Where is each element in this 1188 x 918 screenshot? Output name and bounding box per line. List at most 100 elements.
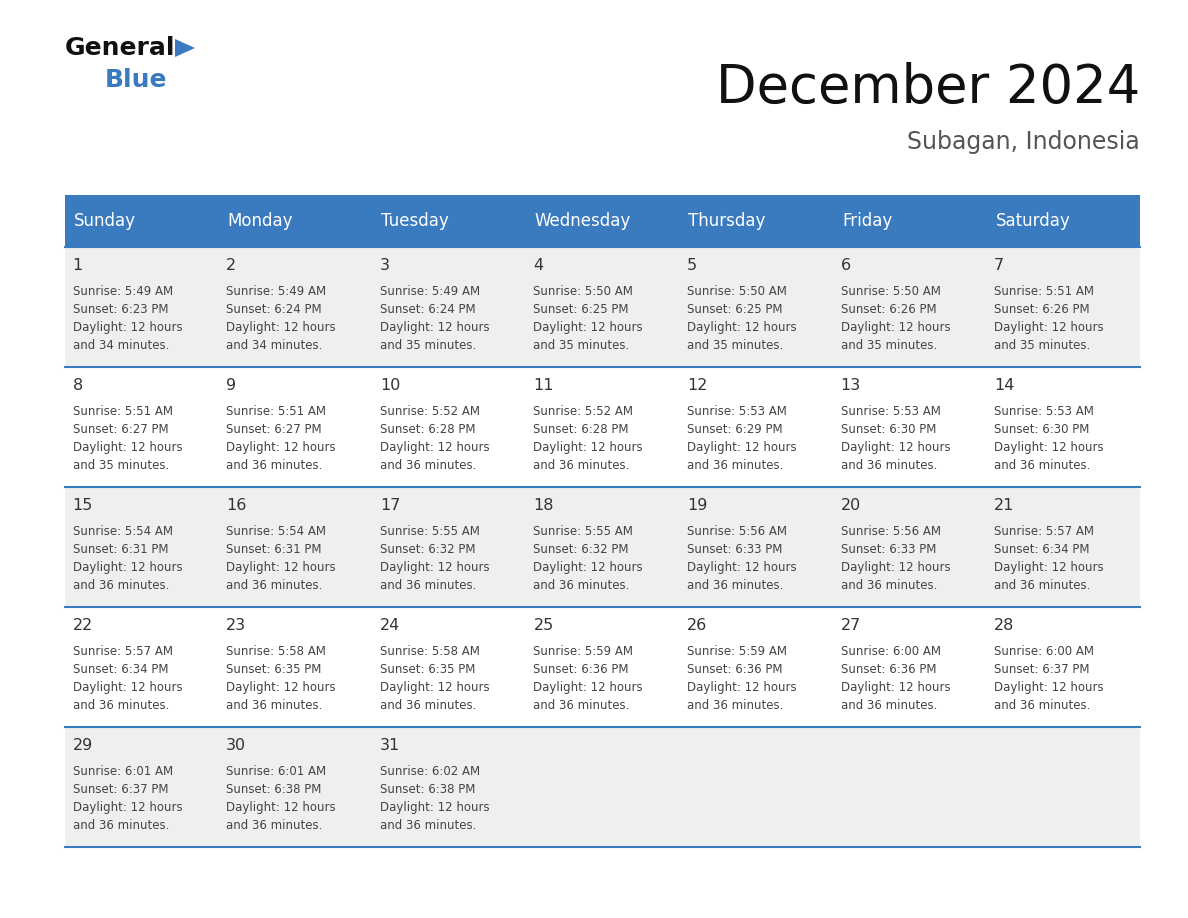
Text: and 34 minutes.: and 34 minutes. [226,339,323,352]
Text: Daylight: 12 hours: Daylight: 12 hours [72,441,182,454]
Text: 7: 7 [994,258,1004,273]
Text: and 36 minutes.: and 36 minutes. [841,699,937,712]
Text: and 34 minutes.: and 34 minutes. [72,339,169,352]
Text: 11: 11 [533,378,554,393]
Text: and 36 minutes.: and 36 minutes. [533,699,630,712]
Text: Daylight: 12 hours: Daylight: 12 hours [380,441,489,454]
Text: Daylight: 12 hours: Daylight: 12 hours [72,801,182,814]
Text: and 35 minutes.: and 35 minutes. [841,339,937,352]
Text: and 36 minutes.: and 36 minutes. [380,459,476,472]
Text: Sunrise: 5:49 AM: Sunrise: 5:49 AM [72,285,172,298]
Text: 4: 4 [533,258,544,273]
Text: Sunset: 6:26 PM: Sunset: 6:26 PM [994,303,1089,316]
Text: Sunrise: 5:49 AM: Sunrise: 5:49 AM [380,285,480,298]
Text: Sunrise: 5:51 AM: Sunrise: 5:51 AM [994,285,1094,298]
Text: Sunrise: 5:56 AM: Sunrise: 5:56 AM [841,525,941,538]
Text: Sunrise: 5:50 AM: Sunrise: 5:50 AM [841,285,941,298]
Text: 28: 28 [994,618,1015,633]
Polygon shape [175,39,195,57]
Text: Sunrise: 5:56 AM: Sunrise: 5:56 AM [687,525,786,538]
Text: and 36 minutes.: and 36 minutes. [841,579,937,592]
Text: 27: 27 [841,618,861,633]
Text: and 36 minutes.: and 36 minutes. [687,699,783,712]
Text: Blue: Blue [105,68,168,92]
Text: Daylight: 12 hours: Daylight: 12 hours [380,801,489,814]
Text: Daylight: 12 hours: Daylight: 12 hours [72,561,182,574]
Text: and 36 minutes.: and 36 minutes. [687,579,783,592]
Bar [65,195,219,247]
Text: 19: 19 [687,498,707,513]
Text: Sunrise: 6:01 AM: Sunrise: 6:01 AM [72,765,172,778]
Text: and 36 minutes.: and 36 minutes. [72,579,169,592]
Text: 25: 25 [533,618,554,633]
Text: and 36 minutes.: and 36 minutes. [72,819,169,832]
Text: 24: 24 [380,618,400,633]
Text: Tuesday: Tuesday [381,212,449,230]
Text: Sunset: 6:33 PM: Sunset: 6:33 PM [687,543,783,556]
Text: Sunrise: 6:00 AM: Sunrise: 6:00 AM [841,645,941,658]
Text: Daylight: 12 hours: Daylight: 12 hours [380,561,489,574]
Text: Sunset: 6:33 PM: Sunset: 6:33 PM [841,543,936,556]
Text: Sunrise: 5:59 AM: Sunrise: 5:59 AM [533,645,633,658]
Text: Daylight: 12 hours: Daylight: 12 hours [994,441,1104,454]
Text: Daylight: 12 hours: Daylight: 12 hours [533,681,643,694]
Text: Sunset: 6:27 PM: Sunset: 6:27 PM [226,423,322,436]
Text: Wednesday: Wednesday [535,212,631,230]
Text: Sunset: 6:31 PM: Sunset: 6:31 PM [226,543,322,556]
Text: 9: 9 [226,378,236,393]
Text: 31: 31 [380,738,400,753]
Bar [65,367,1140,487]
Text: Daylight: 12 hours: Daylight: 12 hours [841,561,950,574]
Bar [219,195,372,247]
Text: Sunset: 6:30 PM: Sunset: 6:30 PM [994,423,1089,436]
Text: Sunset: 6:26 PM: Sunset: 6:26 PM [841,303,936,316]
Text: Sunrise: 6:01 AM: Sunrise: 6:01 AM [226,765,327,778]
Text: 3: 3 [380,258,390,273]
Text: and 36 minutes.: and 36 minutes. [380,819,476,832]
Text: and 35 minutes.: and 35 minutes. [380,339,476,352]
Text: Sunset: 6:23 PM: Sunset: 6:23 PM [72,303,169,316]
Text: Sunset: 6:32 PM: Sunset: 6:32 PM [533,543,628,556]
Text: 23: 23 [226,618,246,633]
Text: Sunrise: 5:55 AM: Sunrise: 5:55 AM [380,525,480,538]
Text: and 36 minutes.: and 36 minutes. [533,459,630,472]
Text: Sunset: 6:36 PM: Sunset: 6:36 PM [533,663,628,676]
Text: Thursday: Thursday [689,212,766,230]
Text: Sunrise: 5:52 AM: Sunrise: 5:52 AM [533,405,633,418]
Text: Sunset: 6:25 PM: Sunset: 6:25 PM [533,303,628,316]
Text: Sunset: 6:38 PM: Sunset: 6:38 PM [226,783,322,796]
Text: Daylight: 12 hours: Daylight: 12 hours [72,681,182,694]
Text: Sunrise: 6:02 AM: Sunrise: 6:02 AM [380,765,480,778]
Text: Daylight: 12 hours: Daylight: 12 hours [841,681,950,694]
Text: Sunrise: 5:51 AM: Sunrise: 5:51 AM [226,405,327,418]
Text: Sunrise: 6:00 AM: Sunrise: 6:00 AM [994,645,1094,658]
Text: and 36 minutes.: and 36 minutes. [226,579,323,592]
Text: Monday: Monday [228,212,293,230]
Text: Sunrise: 5:53 AM: Sunrise: 5:53 AM [687,405,786,418]
Text: Sunrise: 5:50 AM: Sunrise: 5:50 AM [687,285,786,298]
Text: and 36 minutes.: and 36 minutes. [533,579,630,592]
Text: and 36 minutes.: and 36 minutes. [380,699,476,712]
Text: Daylight: 12 hours: Daylight: 12 hours [687,561,797,574]
Bar [65,607,1140,727]
Bar [833,195,986,247]
Text: Sunrise: 5:54 AM: Sunrise: 5:54 AM [226,525,327,538]
Text: Subagan, Indonesia: Subagan, Indonesia [908,130,1140,154]
Bar [526,195,680,247]
Bar [986,195,1140,247]
Text: December 2024: December 2024 [715,62,1140,114]
Text: and 36 minutes.: and 36 minutes. [994,699,1091,712]
Text: Sunset: 6:35 PM: Sunset: 6:35 PM [380,663,475,676]
Text: Sunset: 6:29 PM: Sunset: 6:29 PM [687,423,783,436]
Text: Daylight: 12 hours: Daylight: 12 hours [994,321,1104,334]
Text: Sunrise: 5:49 AM: Sunrise: 5:49 AM [226,285,327,298]
Text: Daylight: 12 hours: Daylight: 12 hours [380,321,489,334]
Text: Sunset: 6:24 PM: Sunset: 6:24 PM [380,303,475,316]
Text: Sunset: 6:31 PM: Sunset: 6:31 PM [72,543,169,556]
Text: Sunset: 6:36 PM: Sunset: 6:36 PM [841,663,936,676]
Text: and 36 minutes.: and 36 minutes. [226,819,323,832]
Text: Sunrise: 5:57 AM: Sunrise: 5:57 AM [994,525,1094,538]
Text: Daylight: 12 hours: Daylight: 12 hours [533,441,643,454]
Text: Friday: Friday [842,212,892,230]
Text: and 35 minutes.: and 35 minutes. [72,459,169,472]
